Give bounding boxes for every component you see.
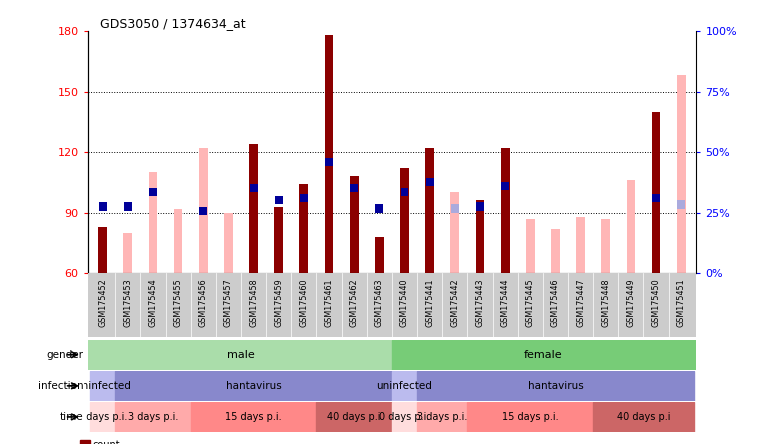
Text: GSM175461: GSM175461 (324, 278, 333, 327)
Bar (317, 402, 392, 432)
Bar (90, 371, 115, 401)
Text: time: time (60, 412, 84, 422)
Bar (417, 402, 467, 432)
Bar (677, 201, 685, 209)
Text: GSM175458: GSM175458 (249, 278, 258, 327)
Bar (275, 196, 282, 205)
Bar (250, 184, 257, 192)
Bar (115, 371, 392, 401)
Text: 40 days p.i: 40 days p.i (616, 412, 670, 422)
Bar (601, 218, 610, 273)
Bar (199, 148, 208, 273)
Bar (652, 194, 660, 202)
Text: GSM175445: GSM175445 (526, 278, 535, 327)
Text: 3 days p.i.: 3 days p.i. (417, 412, 467, 422)
Text: 0 days p.i.: 0 days p.i. (78, 412, 128, 422)
Bar (576, 217, 585, 273)
Bar (476, 202, 484, 210)
Text: GSM175444: GSM175444 (501, 278, 510, 327)
Text: GSM175453: GSM175453 (123, 278, 132, 327)
Text: GSM175455: GSM175455 (174, 278, 183, 327)
Text: 15 days p.i.: 15 days p.i. (225, 412, 282, 422)
Bar (99, 202, 107, 210)
Text: GSM175446: GSM175446 (551, 278, 560, 327)
Bar (677, 75, 686, 273)
Bar (526, 218, 535, 273)
Text: GSM175447: GSM175447 (576, 278, 585, 327)
Text: 3 days p.i.: 3 days p.i. (128, 412, 178, 422)
Text: count: count (92, 440, 119, 444)
Text: GSM175462: GSM175462 (349, 278, 358, 327)
Bar (593, 402, 694, 432)
Bar (98, 227, 107, 273)
Text: GSM175450: GSM175450 (651, 278, 661, 327)
Bar (249, 144, 258, 273)
Text: hantavirus: hantavirus (527, 381, 584, 391)
Bar (551, 229, 560, 273)
Bar (417, 371, 694, 401)
Bar (88, 340, 392, 370)
Text: GSM175449: GSM175449 (626, 278, 635, 327)
Bar (149, 188, 157, 196)
Bar (90, 402, 115, 432)
Text: gender: gender (46, 350, 84, 360)
Bar (467, 402, 593, 432)
Bar (300, 194, 308, 202)
Text: uninfected: uninfected (377, 381, 432, 391)
Text: GSM175440: GSM175440 (400, 278, 409, 327)
Bar (651, 112, 661, 273)
Bar (274, 206, 283, 273)
Text: female: female (524, 350, 562, 360)
Text: GSM175452: GSM175452 (98, 278, 107, 327)
Bar (400, 188, 409, 196)
Bar (375, 205, 384, 213)
Bar (300, 184, 308, 273)
Text: GSM175460: GSM175460 (299, 278, 308, 327)
Text: GSM175451: GSM175451 (677, 278, 686, 327)
Bar (451, 205, 459, 213)
Bar (501, 148, 510, 273)
Bar (425, 148, 434, 273)
Text: GSM175463: GSM175463 (375, 278, 384, 327)
Bar (123, 233, 132, 273)
Bar (392, 402, 417, 432)
Text: GDS3050 / 1374634_at: GDS3050 / 1374634_at (100, 17, 245, 30)
Bar (199, 206, 207, 214)
Bar (224, 213, 233, 273)
Text: 15 days p.i.: 15 days p.i. (502, 412, 559, 422)
Bar (392, 371, 417, 401)
Bar (115, 402, 191, 432)
Text: male: male (227, 350, 255, 360)
Text: GSM175459: GSM175459 (274, 278, 283, 327)
Bar (425, 178, 434, 186)
Bar (148, 172, 158, 273)
Bar (476, 201, 484, 273)
Text: GSM175448: GSM175448 (601, 278, 610, 327)
Text: GSM175454: GSM175454 (148, 278, 158, 327)
Text: GSM175456: GSM175456 (199, 278, 208, 327)
Bar (400, 168, 409, 273)
Text: GSM175443: GSM175443 (476, 278, 485, 327)
Text: uninfected: uninfected (75, 381, 131, 391)
Bar (375, 237, 384, 273)
Bar (451, 192, 459, 273)
Bar (350, 176, 358, 273)
Bar (626, 180, 635, 273)
Bar (325, 35, 333, 273)
Text: GSM175457: GSM175457 (224, 278, 233, 327)
Text: hantavirus: hantavirus (226, 381, 282, 391)
Bar (501, 182, 509, 190)
Bar (325, 158, 333, 166)
Text: GSM175441: GSM175441 (425, 278, 435, 327)
Bar (191, 402, 317, 432)
Bar (350, 184, 358, 192)
Bar (174, 209, 183, 273)
Text: 40 days p.i: 40 days p.i (327, 412, 381, 422)
Text: 0 days p.i.: 0 days p.i. (379, 412, 430, 422)
Text: infection: infection (38, 381, 84, 391)
Bar (124, 202, 132, 210)
Text: GSM175442: GSM175442 (451, 278, 460, 327)
